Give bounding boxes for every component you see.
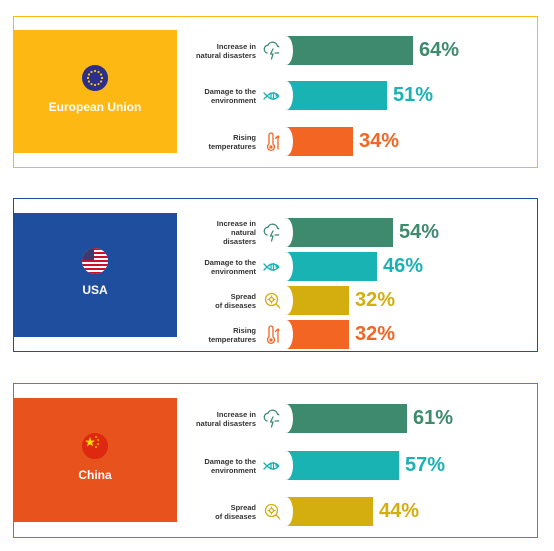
value-label: 51%: [393, 84, 434, 106]
category-label-line: environment: [210, 95, 256, 105]
category-label-line: Spread: [230, 502, 256, 512]
eu-flag-icon: [82, 64, 108, 91]
region-name: USA: [82, 283, 108, 297]
bar: [279, 404, 407, 433]
value-label: 46%: [383, 255, 424, 277]
category-label-line: environment: [210, 266, 256, 276]
china-flag-icon: [82, 433, 108, 459]
category-label: Rising temperatures: [182, 326, 256, 344]
bar: [279, 81, 387, 110]
category-label-line: Rising: [233, 132, 256, 142]
region-name: European Union: [48, 99, 142, 114]
category-label-line: Damage to the: [204, 86, 256, 96]
virus-magnifier-icon: [262, 501, 284, 523]
region-block: USA: [13, 213, 177, 337]
value-label: 32%: [355, 323, 396, 345]
category-label-line: Damage to the: [204, 257, 256, 267]
bar-notch: [279, 497, 293, 526]
bar: [279, 36, 413, 65]
bar: [279, 286, 349, 315]
value-label: 32%: [355, 289, 396, 311]
bar: [279, 320, 349, 349]
category-label-line: Rising: [233, 325, 256, 335]
region-block: China: [13, 398, 177, 522]
value-label: 64%: [419, 39, 460, 61]
category-label: Increase in natural disasters: [182, 219, 256, 246]
bar: [279, 127, 353, 156]
bar-notch: [279, 320, 293, 349]
region-name: China: [78, 468, 112, 482]
bar-notch: [279, 286, 293, 315]
value-label: 44%: [379, 500, 420, 522]
category-label-line: Spread: [230, 291, 256, 301]
category-label-line: disasters: [223, 237, 256, 246]
category-label: Damage to the environment: [182, 258, 256, 276]
category-label-line: Increase in: [216, 219, 256, 228]
bar-notch: [279, 451, 293, 480]
value-label: 57%: [405, 454, 446, 476]
category-label-line: Increase in: [216, 409, 256, 419]
usa-flag-icon: [82, 248, 108, 274]
value-label: 34%: [359, 130, 400, 152]
bar: [279, 252, 377, 281]
category-label: Spread of diseases: [182, 503, 256, 521]
bar-notch: [279, 81, 293, 110]
category-label-line: environment: [210, 465, 256, 475]
category-label-line: of diseases: [215, 300, 256, 310]
category-label-line: natural disasters: [195, 50, 256, 60]
bar-notch: [279, 404, 293, 433]
category-label: Rising temperatures: [182, 133, 256, 151]
category-label: Damage to the environment: [182, 87, 256, 105]
category-label: Damage to the environment: [182, 457, 256, 475]
value-label: 61%: [413, 407, 454, 429]
category-label-line: temperatures: [208, 334, 256, 344]
value-label: 54%: [399, 221, 440, 243]
category-label-line: natural disasters: [195, 418, 256, 428]
bar: [279, 218, 393, 247]
category-label-line: Increase in: [216, 41, 256, 51]
bar: [279, 497, 373, 526]
category-label-line: of diseases: [215, 511, 256, 521]
category-label: Increase in natural disasters: [182, 42, 256, 60]
category-label-line: temperatures: [208, 141, 256, 151]
bar: [279, 451, 399, 480]
bar-notch: [279, 252, 293, 281]
category-label: Spread of diseases: [182, 292, 256, 310]
bar-notch: [279, 218, 293, 247]
bar-notch: [279, 36, 293, 65]
category-label-line: Damage to the: [204, 456, 256, 466]
category-label-line: natural: [230, 228, 256, 237]
bar-notch: [279, 127, 293, 156]
region-block: European Union: [13, 30, 177, 153]
category-label: Increase in natural disasters: [182, 410, 256, 428]
